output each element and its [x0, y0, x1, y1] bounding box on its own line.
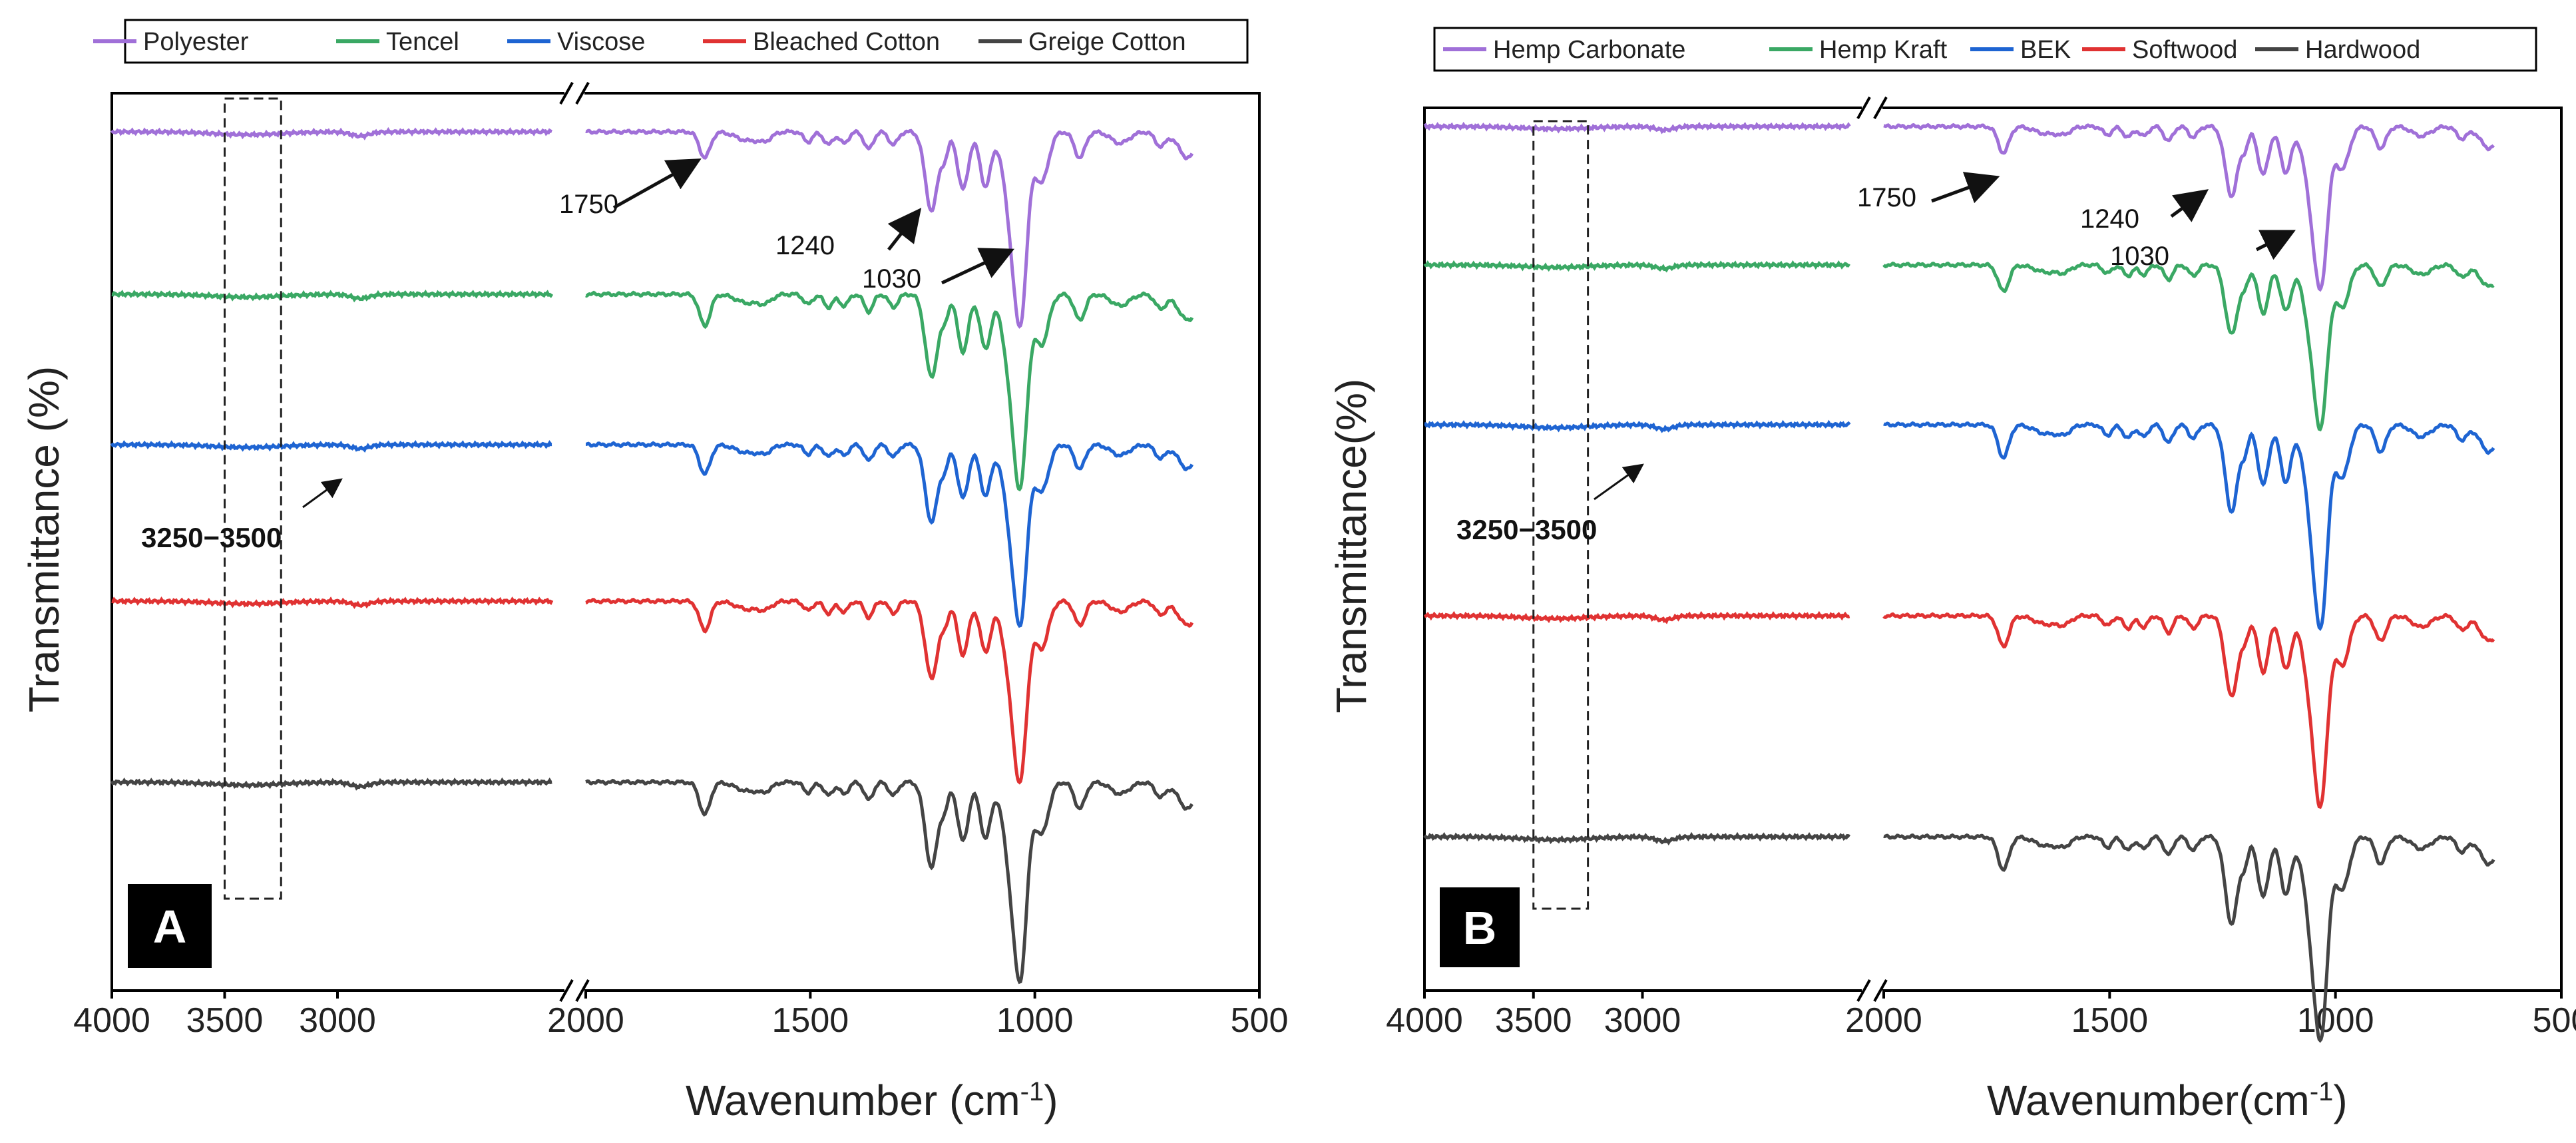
peak-label-1030: 1030 [862, 264, 921, 294]
spectrum-1-fingerprint-range [1883, 122, 2495, 292]
x-tick-label: 1500 [771, 1001, 849, 1040]
legend-label-3: BEK [2020, 36, 2071, 64]
x-tick-label: 1000 [996, 1001, 1074, 1040]
legend: Polyester Tencel Viscose Bleached Cotton Gre… [93, 28, 1186, 56]
peak-label-1750: 1750 [559, 190, 618, 219]
peak-arrow-1750 [1931, 172, 2000, 204]
peak-arrow-1750 [612, 158, 702, 210]
axis-break-mark [559, 82, 574, 105]
spectrum-2-high-range [1423, 260, 1850, 273]
panel-letter: A [153, 901, 187, 953]
spectrum-3-high-range [110, 440, 552, 453]
axis-break-gap-bottom [564, 987, 584, 995]
spectrum-4-fingerprint-range [1882, 612, 2495, 809]
spectrum-5-fingerprint-range [585, 778, 1193, 985]
x-axis-title: Wavenumber(cm-1) [1987, 1076, 2348, 1124]
legend-label-1: Hemp Carbonate [1493, 36, 1685, 64]
spectrum-5-fingerprint-range [1883, 833, 2495, 1043]
x-tick-label: 1000 [2297, 1001, 2374, 1040]
spectrum-1-high-range [110, 126, 552, 140]
legend-label-4: Softwood [2132, 36, 2237, 64]
spectrum-1-high-range [1423, 121, 1851, 134]
x-axis-title-sup: -1 [1020, 1077, 1044, 1106]
spectrum-3-high-range [1424, 419, 1851, 433]
axis-break-gap-top [1862, 104, 1882, 112]
peak-label-1030: 1030 [2110, 242, 2169, 271]
spectrum-2-fingerprint-range [585, 290, 1194, 492]
y-axis-title: Transmittance(%) [1327, 379, 1375, 714]
peak-arrow-1030 [2255, 230, 2296, 260]
x-tick-label: 4000 [73, 1001, 150, 1040]
spectrum-2-fingerprint-range [1882, 261, 2495, 432]
peak-label-1750: 1750 [1857, 183, 1916, 212]
highlight-box [224, 97, 282, 900]
x-axis-title-close: ) [2333, 1076, 2347, 1124]
panel-a: 4000 3500 3000 2000 1500 1000 500 Wavenumber (c… [20, 19, 1289, 1124]
axis-break-gap-bottom [1862, 987, 1882, 995]
panel-b: 4000 3500 3000 2000 1500 1000 500 Wavenumber(cm… [1327, 27, 2576, 1124]
x-tick-label: 1500 [2071, 1001, 2148, 1040]
x-axis-title-main: Wavenumber(cm [1987, 1076, 2310, 1124]
x-tick-label: 3500 [1495, 1001, 1572, 1040]
plot-frame [1423, 107, 2563, 992]
plot-frame [110, 92, 1261, 992]
spectrum-4-high-range [1423, 610, 1850, 624]
spectrum-1-fingerprint-range [585, 128, 1194, 329]
axis-break-mark [559, 979, 574, 1002]
peak-arrow-1030 [941, 248, 1015, 285]
spectrum-4-fingerprint-range [585, 597, 1194, 785]
range-arrow [302, 478, 343, 509]
legend-label-4: Bleached Cotton [753, 28, 940, 56]
axis-break-mark [1873, 97, 1888, 119]
x-tick-label: 2000 [547, 1001, 624, 1040]
panel-letter-box [1440, 887, 1520, 967]
x-tick-label: 3000 [299, 1001, 376, 1040]
axis-break-mark [1856, 97, 1871, 119]
x-tick-label: 2000 [1845, 1001, 1922, 1040]
x-axis-title: Wavenumber (cm-1) [686, 1076, 1058, 1124]
axis-break-mark [1873, 979, 1888, 1002]
x-tick-label: 500 [2533, 1001, 2576, 1040]
range-label: 3250−3500 [141, 522, 282, 553]
legend-label-5: Greige Cotton [1028, 28, 1186, 56]
axis-break-mark [575, 979, 590, 1002]
peak-arrow-1240 [2170, 189, 2209, 222]
axis-break-mark [575, 82, 590, 105]
spectrum-5-high-range [110, 777, 552, 791]
x-tick-label: 4000 [1386, 1001, 1463, 1040]
x-tick-label: 500 [1231, 1001, 1289, 1040]
spectrum-4-high-range [111, 596, 554, 609]
range-label: 3250−3500 [1456, 514, 1597, 545]
spectrum-5-high-range [1423, 831, 1851, 846]
axis-break-mark [1856, 979, 1871, 1002]
x-tick-label: 3000 [1604, 1001, 1681, 1040]
panel-letter: B [1463, 902, 1497, 954]
x-axis-title-sup: -1 [2310, 1077, 2334, 1106]
legend-label-1: Polyester [143, 28, 249, 56]
axis-break-gap-top [564, 89, 584, 97]
spectrum-2-high-range [111, 290, 554, 303]
spectrum-3-fingerprint-range [1883, 421, 2495, 631]
legend-label-2: Hemp Kraft [1819, 36, 1948, 64]
legend: Hemp Carbonate Hemp Kraft BEK Softwood Hardw… [1443, 36, 2420, 64]
x-axis-title-close: ) [1044, 1076, 1058, 1124]
peak-label-1240: 1240 [775, 231, 835, 260]
peak-label-1240: 1240 [2080, 204, 2139, 234]
panel-letter-box [128, 884, 212, 968]
range-arrow [1594, 463, 1644, 501]
highlight-box [1532, 120, 1590, 910]
peak-arrow-1240 [887, 208, 922, 251]
y-axis-title: Transmittance (%) [20, 366, 68, 712]
legend-label-5: Hardwood [2305, 36, 2420, 64]
spectrum-3-fingerprint-range [586, 441, 1193, 628]
legend-label-3: Viscose [557, 28, 645, 56]
x-tick-label: 3500 [186, 1001, 264, 1040]
legend-label-2: Tencel [386, 28, 459, 56]
x-axis-title-main: Wavenumber (cm [686, 1076, 1020, 1124]
